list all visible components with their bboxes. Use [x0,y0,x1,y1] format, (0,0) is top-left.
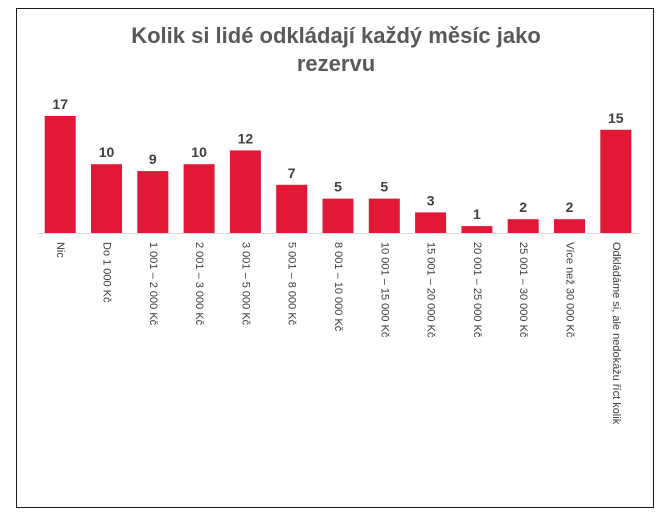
category-label: 10 001 – 15 000 Kč [378,242,390,338]
value-label: 7 [288,165,296,181]
category-label: 5 001 – 8 000 Kč [286,242,298,326]
value-label: 9 [149,151,157,167]
chart-title-line-2: rezervu [297,51,375,76]
bar [137,171,169,233]
category-label: 25 001 – 30 000 Kč [517,242,529,338]
bar [44,116,76,233]
value-label: 17 [52,96,68,112]
category-label: 3 001 – 5 000 Kč [239,242,251,326]
bar [183,164,215,233]
bar [229,150,261,233]
category-label: 8 001 – 10 000 Kč [332,242,344,332]
bar [461,226,493,233]
category-label-group: Nic Do 1 000 Kč 1 001 – 2 000 Kč 2 001 – 3 … [54,242,622,425]
bar-chart: Kolik si lidé odkládají každý měsíc jako… [37,23,639,425]
category-label: 1 001 – 2 000 Kč [147,242,159,326]
bar [554,219,585,233]
bar [368,198,400,233]
bar [276,184,308,233]
chart-title-line-1: Kolik si lidé odkládají každý měsíc jako [131,23,541,48]
bar [507,219,539,233]
chart-frame: Kolik si lidé odkládají každý měsíc jako… [16,8,654,508]
value-label: 2 [566,199,574,215]
bar [91,164,122,233]
bar [600,129,632,233]
category-label: Více než 30 000 Kč [564,242,576,338]
bar [415,212,447,233]
value-label: 12 [238,130,254,146]
category-label: 20 001 – 25 000 Kč [471,242,483,338]
bar-group [44,116,632,233]
value-label: 5 [380,179,388,195]
value-label: 5 [334,179,342,195]
bar [322,198,354,233]
value-label: 15 [608,110,624,126]
category-label: Odkládáme si, ale nedokážu říct kolik [610,242,622,425]
category-label: Nic [54,242,66,258]
category-label: Do 1 000 Kč [101,242,113,303]
category-label: 2 001 – 3 000 Kč [193,242,205,326]
category-label: 15 001 – 20 000 Kč [425,242,437,338]
value-label: 2 [519,199,527,215]
value-label: 10 [191,144,207,160]
value-label: 3 [427,192,435,208]
value-label: 10 [99,144,115,160]
value-label: 1 [473,206,481,222]
